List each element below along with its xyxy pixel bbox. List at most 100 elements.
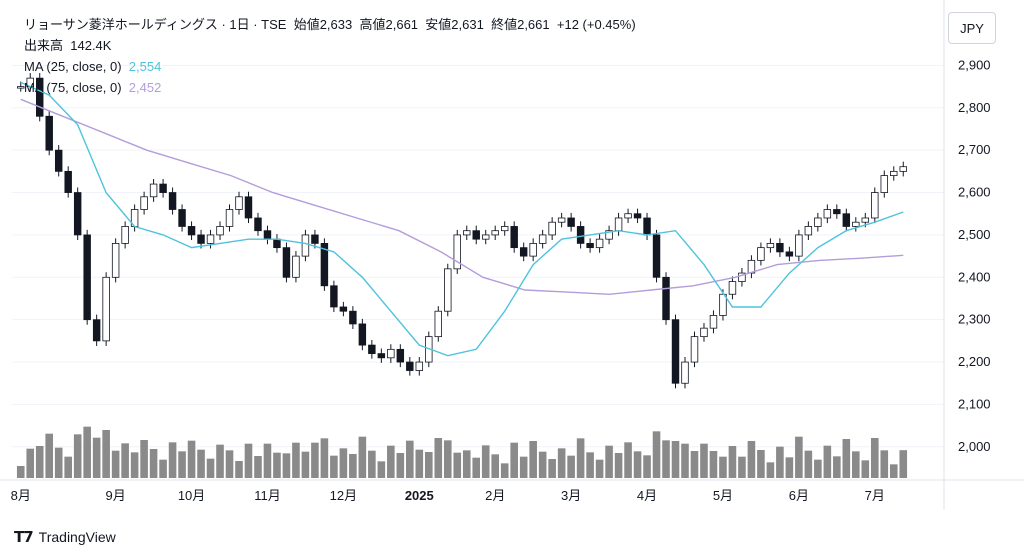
candle-body — [728, 281, 737, 295]
candle-body — [320, 243, 329, 287]
tradingview-logo[interactable]: 𝗧𝟳 TradingView — [14, 528, 116, 546]
high-value: 2,661 — [385, 17, 419, 32]
volume-bar — [406, 440, 414, 478]
open-value: 2,633 — [319, 17, 353, 32]
y-tick-label: 2,500 — [958, 227, 991, 242]
candle-body — [358, 323, 367, 346]
candle-body — [605, 230, 613, 240]
candle-body — [624, 213, 632, 219]
candle-body — [833, 209, 841, 215]
volume-bar — [728, 446, 737, 478]
volume-bar — [35, 446, 44, 478]
candle-body — [225, 209, 234, 227]
candle-body — [377, 353, 386, 359]
low-value: 2,631 — [451, 17, 484, 32]
volume-bar — [83, 426, 91, 478]
volume-bar — [614, 453, 623, 478]
candle-body — [785, 251, 794, 257]
candle-body — [64, 170, 72, 193]
volume-bar — [64, 456, 72, 478]
volume-bar — [795, 436, 803, 478]
candle-body — [766, 243, 775, 249]
y-tick-label: 2,100 — [958, 396, 991, 411]
x-tick-label: 6月 — [789, 488, 809, 503]
volume-bar — [216, 444, 224, 478]
volume-bar — [889, 464, 898, 478]
candle-body — [757, 247, 765, 261]
volume-bar — [339, 448, 348, 478]
volume-bar — [757, 450, 765, 478]
volume-bar — [254, 456, 262, 478]
candle-body — [396, 348, 405, 363]
volume-bar — [377, 461, 386, 478]
candle-body — [662, 276, 670, 321]
y-tick-label: 2,000 — [958, 439, 991, 454]
volume-bar — [111, 450, 120, 478]
y-tick-label: 2,300 — [958, 312, 991, 327]
candle-body — [216, 226, 224, 236]
candle-body — [567, 217, 575, 227]
candle-body — [111, 243, 120, 278]
candle-body — [121, 226, 129, 244]
candle-body — [434, 310, 442, 338]
candle-body — [187, 226, 196, 236]
volume-bar — [766, 462, 775, 478]
volume-bar — [26, 448, 35, 478]
volume-bar — [273, 452, 281, 478]
volume-bar — [690, 451, 699, 478]
candle-body — [36, 77, 44, 117]
volume-bar — [842, 439, 851, 478]
volume-bar — [804, 450, 813, 478]
candle-body — [690, 336, 699, 363]
candle-body — [776, 243, 784, 253]
volume-bar — [671, 441, 680, 478]
candle-body — [83, 234, 91, 321]
volume-bar — [785, 457, 794, 478]
candle-body — [244, 196, 253, 219]
volume-bar — [443, 440, 452, 478]
candle-body — [168, 192, 177, 210]
ma25-value: 2,554 — [128, 59, 162, 74]
candle-body — [861, 217, 870, 223]
candle-body — [548, 221, 556, 236]
volume-bar — [330, 455, 338, 478]
candle-body — [643, 217, 651, 236]
y-tick-label: 2,400 — [958, 269, 991, 284]
ma75-row[interactable]: MA (75, close, 0) 2,452 — [24, 80, 162, 95]
x-tick-label: 9月 — [106, 488, 126, 503]
volume-bar — [595, 459, 604, 478]
candle-body — [719, 293, 727, 316]
candle-body — [263, 230, 272, 240]
candle-body — [197, 234, 205, 244]
volume-bar — [320, 438, 329, 478]
volume-bar — [434, 438, 443, 478]
candle-body — [709, 315, 718, 329]
currency-button[interactable]: JPY — [948, 12, 996, 44]
candle-body — [17, 86, 25, 89]
candle-body — [671, 319, 680, 384]
volume-bar — [187, 440, 196, 478]
candle-body — [681, 361, 689, 384]
change-value: +12 (+0.45%) — [556, 17, 636, 32]
volume-bar — [643, 455, 651, 478]
chart-legend: リョーサン菱洋ホールディングス · 1日 · TSE 始値2,633 高値2,6… — [24, 14, 636, 98]
volume-bar — [472, 457, 481, 478]
candle-body — [557, 217, 566, 223]
candle-body — [652, 234, 661, 278]
ma25-row[interactable]: MA (25, close, 0) 2,554 — [24, 59, 162, 74]
x-tick-label: 2月 — [485, 488, 505, 503]
candle-body — [102, 276, 110, 342]
candle-body — [92, 319, 101, 342]
volume-bar — [358, 436, 367, 478]
volume-bar — [519, 456, 528, 478]
volume-bar — [349, 454, 357, 478]
volume-bar — [652, 431, 661, 478]
volume-bar — [92, 437, 101, 478]
volume-bar — [510, 442, 518, 478]
candle-body — [738, 272, 746, 282]
candle-body — [387, 348, 395, 359]
volume-bar — [529, 441, 537, 478]
volume-bar — [45, 433, 54, 478]
volume-bar — [235, 461, 243, 478]
